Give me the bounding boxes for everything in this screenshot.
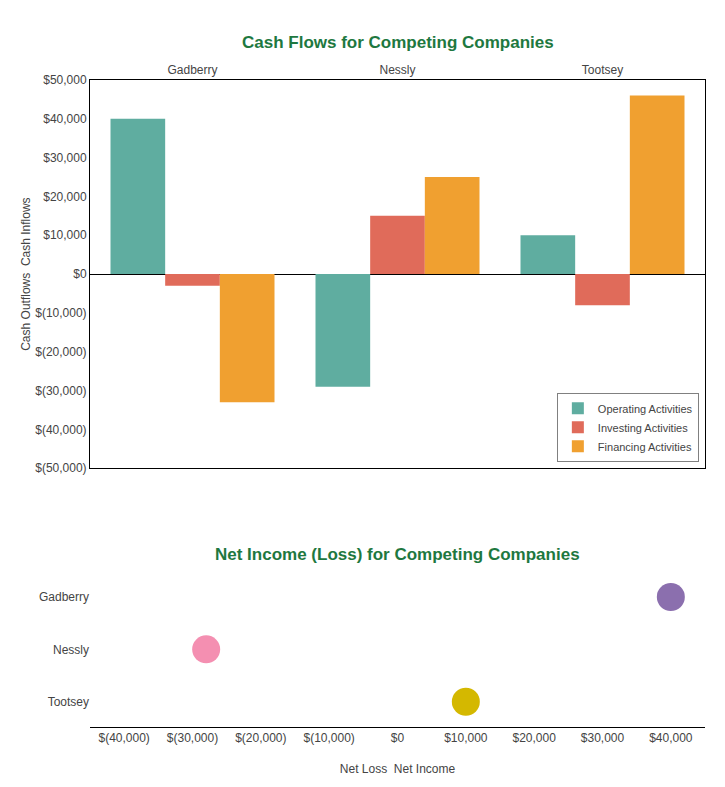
svg-text:Cash Flows for Competing Compa: Cash Flows for Competing Companies — [242, 33, 554, 52]
svg-text:$(50,000): $(50,000) — [35, 461, 86, 475]
svg-text:$40,000: $40,000 — [649, 731, 693, 745]
svg-text:Cash Outflows Cash Inflows: Cash Outflows Cash Inflows — [19, 197, 33, 350]
svg-text:$(20,000): $(20,000) — [35, 345, 86, 359]
svg-text:$(40,000): $(40,000) — [98, 731, 149, 745]
svg-text:$(30,000): $(30,000) — [167, 731, 218, 745]
svg-text:Operating Activities: Operating Activities — [598, 403, 693, 415]
svg-text:Gadberry: Gadberry — [167, 63, 217, 77]
svg-text:Financing Activities: Financing Activities — [598, 441, 692, 453]
svg-text:Net Income (Loss) for Competin: Net Income (Loss) for Competing Companie… — [215, 545, 580, 564]
svg-text:Tootsey: Tootsey — [582, 63, 623, 77]
svg-text:Investing Activities: Investing Activities — [598, 422, 688, 434]
svg-text:$0: $0 — [73, 267, 87, 281]
svg-text:$40,000: $40,000 — [43, 112, 87, 126]
svg-text:$10,000: $10,000 — [444, 731, 488, 745]
svg-text:Nessly: Nessly — [53, 643, 89, 657]
svg-text:$(10,000): $(10,000) — [35, 306, 86, 320]
svg-text:$10,000: $10,000 — [43, 228, 87, 242]
svg-text:$(40,000): $(40,000) — [35, 423, 86, 437]
svg-text:Nessly: Nessly — [379, 63, 415, 77]
svg-text:$20,000: $20,000 — [512, 731, 556, 745]
svg-text:$0: $0 — [391, 731, 405, 745]
svg-text:Gadberry: Gadberry — [39, 590, 89, 604]
svg-text:$(20,000): $(20,000) — [235, 731, 286, 745]
svg-text:$50,000: $50,000 — [43, 73, 87, 87]
svg-text:$20,000: $20,000 — [43, 190, 87, 204]
svg-text:Tootsey: Tootsey — [48, 695, 89, 709]
svg-text:$(30,000): $(30,000) — [35, 384, 86, 398]
svg-text:Net Loss Net Income: Net Loss Net Income — [340, 762, 456, 776]
svg-text:$(10,000): $(10,000) — [303, 731, 354, 745]
svg-text:$30,000: $30,000 — [43, 151, 87, 165]
svg-text:$30,000: $30,000 — [581, 731, 625, 745]
